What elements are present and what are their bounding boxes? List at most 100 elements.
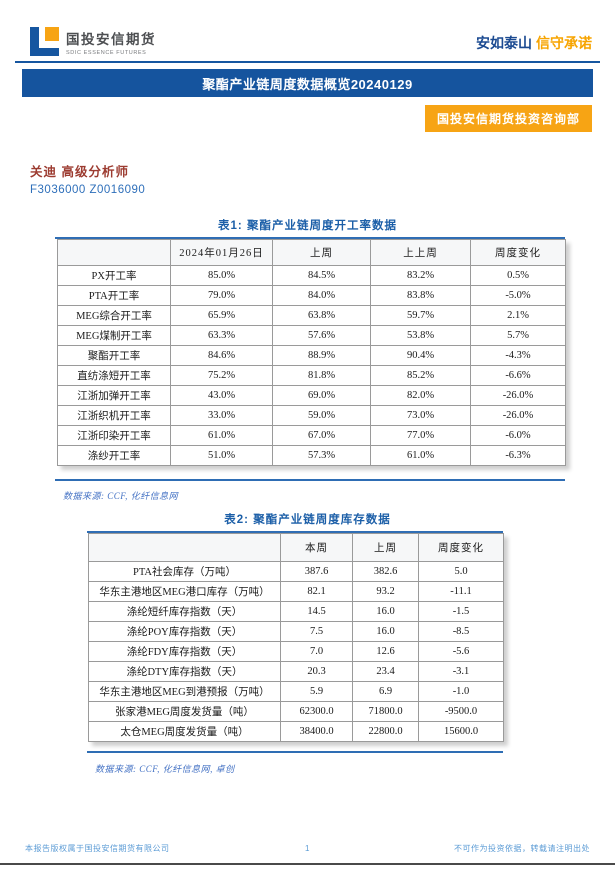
cell-value: 93.2 xyxy=(352,581,419,602)
table-row: 江浙印染开工率 61.0% 67.0% 77.0% -6.0% xyxy=(57,425,566,446)
page-footer: 1 本报告版权属于国投安信期货有限公司 不可作为投资依据，转载请注明出处 xyxy=(25,843,590,854)
cell-value: 22800.0 xyxy=(352,721,419,742)
page-number: 1 xyxy=(305,844,310,853)
cell-value: 6.9 xyxy=(352,681,419,702)
cell-value: -11.1 xyxy=(418,581,504,602)
cell-value: 382.6 xyxy=(352,561,419,582)
cell-value: 84.6% xyxy=(170,345,273,366)
table-row: 涤纶DTY库存指数（天） 20.3 23.4 -3.1 xyxy=(88,661,504,682)
cell-value: -26.0% xyxy=(470,385,566,406)
row-label: 江浙印染开工率 xyxy=(57,425,171,446)
table-row: MEG综合开工率 65.9% 63.8% 59.7% 2.1% xyxy=(57,305,566,326)
cell-value: -6.6% xyxy=(470,365,566,386)
cell-value: 51.0% xyxy=(170,445,273,466)
row-label: 涤纶短纤库存指数（天） xyxy=(88,601,281,622)
report-title: 聚酯产业链周度数据概览20240129 xyxy=(202,76,413,92)
table-row: 直纺涤短开工率 75.2% 81.8% 85.2% -6.6% xyxy=(57,365,566,386)
cell-value: -26.0% xyxy=(470,405,566,426)
cell-value: 77.0% xyxy=(370,425,471,446)
cell-value: 15600.0 xyxy=(418,721,504,742)
cell-value: 57.6% xyxy=(272,325,371,346)
cell-value: 7.0 xyxy=(280,641,353,662)
table-header-row: 本周 上周 周度变化 xyxy=(88,533,504,562)
table1-bottom-rule xyxy=(55,479,565,481)
column-header: 本周 xyxy=(280,533,353,562)
cell-value: 65.9% xyxy=(170,305,273,326)
row-label: PX开工率 xyxy=(57,265,171,286)
cell-value: 75.2% xyxy=(170,365,273,386)
logo-orange-square xyxy=(45,27,59,41)
cell-value: 61.0% xyxy=(370,445,471,466)
cell-value: 43.0% xyxy=(170,385,273,406)
cell-value: 90.4% xyxy=(370,345,471,366)
cell-value: -1.0 xyxy=(418,681,504,702)
cell-value: 88.9% xyxy=(272,345,371,366)
row-label: 太仓MEG周度发货量（吨） xyxy=(88,721,281,742)
cell-value: 7.5 xyxy=(280,621,353,642)
row-label: MEG综合开工率 xyxy=(57,305,171,326)
company-name-block: 国投安信期货 SDIC ESSENCE FUTURES xyxy=(66,28,156,56)
column-header: 上上周 xyxy=(370,239,471,266)
cell-value: 85.0% xyxy=(170,265,273,286)
analyst-name: 关迪 高级分析师 xyxy=(30,165,129,179)
table-row: 江浙织机开工率 33.0% 59.0% 73.0% -26.0% xyxy=(57,405,566,426)
table-row: PX开工率 85.0% 84.5% 83.2% 0.5% xyxy=(57,265,566,286)
footer-copyright: 本报告版权属于国投安信期货有限公司 xyxy=(25,844,170,853)
cell-value: 67.0% xyxy=(272,425,371,446)
row-label: PTA社会库存（万吨） xyxy=(88,561,281,582)
table-row: PTA社会库存（万吨） 387.6 382.6 5.0 xyxy=(88,561,504,582)
table1-body: PX开工率 85.0% 84.5% 83.2% 0.5% PTA开工率 79.0% 84.0%… xyxy=(57,265,566,466)
cell-value: 20.3 xyxy=(280,661,353,682)
table1-header: 2024年01月26日 上周 上上周 周度变化 xyxy=(57,239,566,266)
cell-value: 5.7% xyxy=(470,325,566,346)
cell-value: -6.0% xyxy=(470,425,566,446)
cell-value: 33.0% xyxy=(170,405,273,426)
company-name: 国投安信期货 xyxy=(66,31,156,47)
cell-value: 63.3% xyxy=(170,325,273,346)
cell-value: 57.3% xyxy=(272,445,371,466)
cell-value: 81.8% xyxy=(272,365,371,386)
cell-value: 5.0 xyxy=(418,561,504,582)
table2-top-rule xyxy=(87,531,503,533)
cell-value: 53.8% xyxy=(370,325,471,346)
table2-source-note: 数据来源: CCF, 化纤信息网, 卓创 xyxy=(95,764,235,774)
table-row: PTA开工率 79.0% 84.0% 83.8% -5.0% xyxy=(57,285,566,306)
table-row: 张家港MEG周度发货量（吨） 62300.0 71800.0 -9500.0 xyxy=(88,701,504,722)
company-logo-icon xyxy=(30,27,59,56)
cell-value: -3.1 xyxy=(418,661,504,682)
row-label: 江浙织机开工率 xyxy=(57,405,171,426)
row-label: PTA开工率 xyxy=(57,285,171,306)
table-row: 聚酯开工率 84.6% 88.9% 90.4% -4.3% xyxy=(57,345,566,366)
cell-value: -9500.0 xyxy=(418,701,504,722)
cell-value: -6.3% xyxy=(470,445,566,466)
column-header: 周度变化 xyxy=(418,533,504,562)
cell-value: 83.8% xyxy=(370,285,471,306)
table2-title: 表2: 聚酯产业链周度库存数据 xyxy=(224,514,391,526)
row-label: MEG煤制开工率 xyxy=(57,325,171,346)
operating-rate-table: 2024年01月26日 上周 上上周 周度变化 PX开工率 85.0% 84.5% 83.2… xyxy=(57,239,566,466)
cell-value: 16.0 xyxy=(352,621,419,642)
row-label: 直纺涤短开工率 xyxy=(57,365,171,386)
cell-value: 73.0% xyxy=(370,405,471,426)
column-header xyxy=(88,533,281,562)
cell-value: -5.0% xyxy=(470,285,566,306)
inventory-table: 本周 上周 周度变化 PTA社会库存（万吨） 387.6 382.6 5.0 华东主港地区M… xyxy=(88,533,504,742)
footer-disclaimer: 不可作为投资依据，转载请注明出处 xyxy=(454,844,590,853)
cell-value: 82.0% xyxy=(370,385,471,406)
slogan-orange: 信守承诺 xyxy=(536,35,592,51)
column-header: 上周 xyxy=(352,533,419,562)
column-header: 周度变化 xyxy=(470,239,566,266)
table-row: 涤纱开工率 51.0% 57.3% 61.0% -6.3% xyxy=(57,445,566,466)
table-row: 涤纶短纤库存指数（天） 14.5 16.0 -1.5 xyxy=(88,601,504,622)
table-row: 太仓MEG周度发货量（吨） 38400.0 22800.0 15600.0 xyxy=(88,721,504,742)
table2-header: 本周 上周 周度变化 xyxy=(88,533,504,562)
cell-value: 69.0% xyxy=(272,385,371,406)
table-row: 江浙加弹开工率 43.0% 69.0% 82.0% -26.0% xyxy=(57,385,566,406)
cell-value: 16.0 xyxy=(352,601,419,622)
cell-value: 62300.0 xyxy=(280,701,353,722)
cell-value: 84.5% xyxy=(272,265,371,286)
cell-value: -8.5 xyxy=(418,621,504,642)
bottom-border-line xyxy=(0,863,615,865)
header-divider xyxy=(15,61,600,63)
